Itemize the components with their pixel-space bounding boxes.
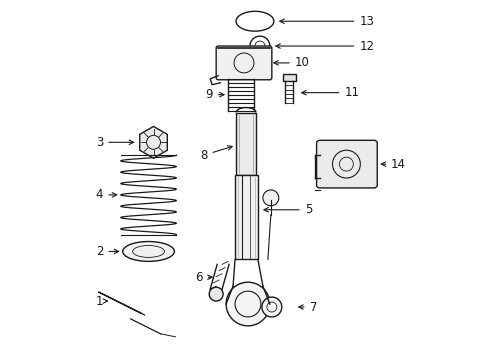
Circle shape bbox=[209, 287, 223, 301]
Text: 5: 5 bbox=[264, 203, 311, 216]
Text: 3: 3 bbox=[96, 136, 133, 149]
Text: 11: 11 bbox=[301, 86, 359, 99]
Text: 6: 6 bbox=[195, 271, 212, 284]
Bar bbox=[235, 175, 257, 260]
Text: 13: 13 bbox=[279, 15, 373, 28]
FancyBboxPatch shape bbox=[216, 46, 271, 80]
Text: 7: 7 bbox=[298, 301, 317, 314]
Bar bbox=[282, 74, 295, 81]
Text: 4: 4 bbox=[96, 188, 117, 201]
Text: 14: 14 bbox=[381, 158, 406, 171]
Text: 10: 10 bbox=[273, 57, 309, 69]
Circle shape bbox=[263, 190, 278, 206]
Circle shape bbox=[262, 297, 281, 317]
Circle shape bbox=[225, 282, 269, 326]
Text: 12: 12 bbox=[275, 40, 374, 53]
Ellipse shape bbox=[122, 242, 174, 261]
Text: 8: 8 bbox=[200, 146, 232, 162]
FancyBboxPatch shape bbox=[316, 140, 376, 188]
Bar bbox=[236, 113, 255, 175]
Text: 1: 1 bbox=[96, 294, 107, 307]
Text: 2: 2 bbox=[96, 245, 119, 258]
Polygon shape bbox=[140, 126, 167, 158]
Text: 9: 9 bbox=[205, 88, 224, 101]
